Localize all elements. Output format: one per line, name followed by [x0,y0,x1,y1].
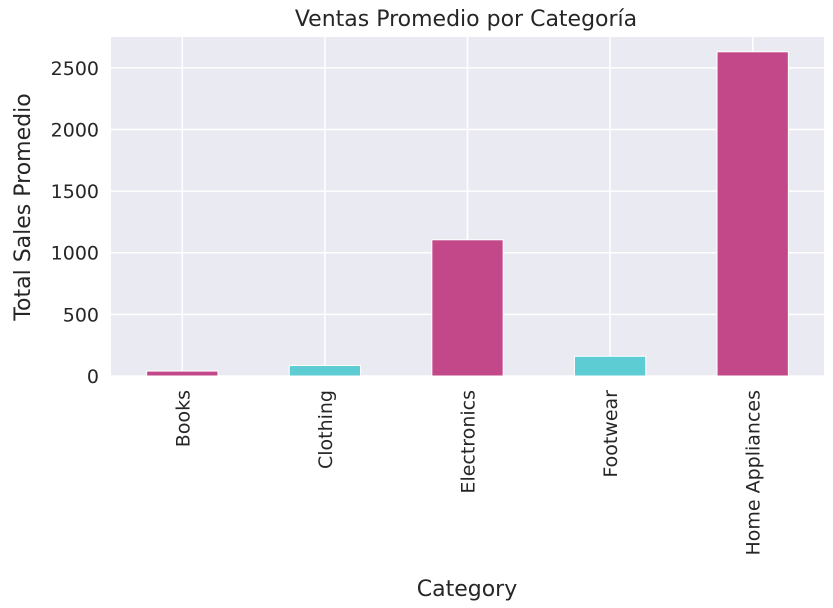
y-tick-label-4: 2000 [51,119,99,141]
x-tick-label-1: Clothing [315,390,337,469]
y-tick-labels: 0 500 1000 1500 2000 2500 [51,58,99,388]
bar-books [146,370,219,377]
x-tick-label-3: Footwear [600,390,622,478]
x-tick-labels: Books Clothing Electronics Footwear Home App… [172,390,764,556]
bar-clothing [288,365,362,377]
y-axis-label: Total Sales Promedio [11,93,36,321]
bars [146,51,789,377]
x-axis-label: Category [417,577,518,602]
y-tick-label-0: 0 [87,366,99,388]
y-tick-label-2: 1000 [51,243,99,265]
bar-footwear [573,355,647,377]
chart-title: Ventas Promedio por Categoría [295,7,637,32]
x-tick-label-2: Electronics [458,390,480,494]
bar-home-appliances [716,51,789,377]
y-tick-label-1: 500 [63,304,99,326]
y-tick-label-5: 2500 [51,58,99,80]
x-tick-label-4: Home Appliances [743,390,765,556]
bar-electronics [431,239,504,377]
y-tick-label-3: 1500 [51,181,99,203]
x-tick-label-0: Books [172,390,194,447]
